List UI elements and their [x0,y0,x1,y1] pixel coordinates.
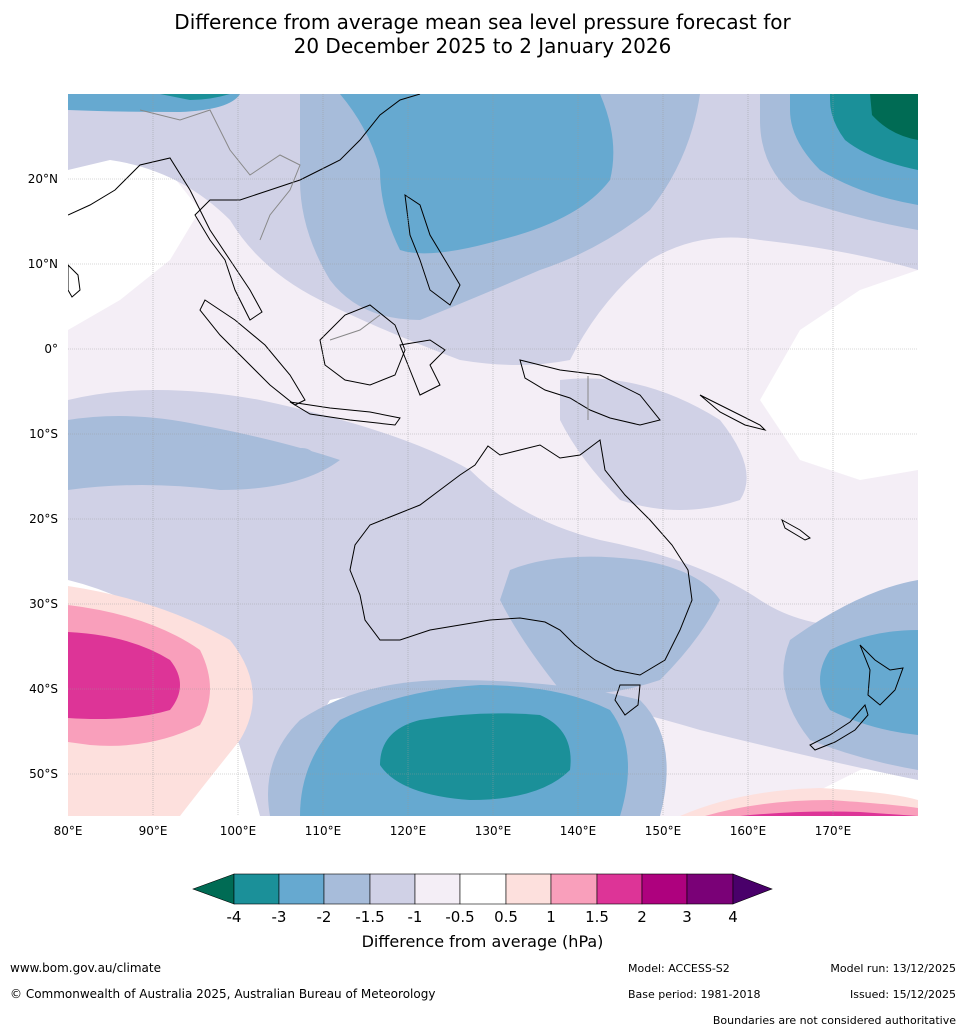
colorbar-tick: 0.5 [494,908,518,926]
neutral-region-indian-ocean-north [68,150,200,330]
band-m3-m2-philippines [340,94,614,254]
colorbar-segment [233,873,280,905]
title-line-1: Difference from average mean sea level p… [174,10,791,34]
graticule [68,94,918,816]
colorbar-tick: -1.5 [355,908,384,926]
australia-coastline [349,439,693,676]
colorbar-segments [192,873,773,905]
borneo-coastline [319,304,406,386]
colorbar-segment [192,873,235,905]
title-line-2: 20 December 2025 to 2 January 2026 [293,34,672,58]
asia-coastline [68,94,421,321]
philippines-coastline [404,193,461,306]
colorbar-segment [732,873,773,905]
colorbar-segment [550,873,598,905]
colorbar-tick: 2 [637,908,647,926]
java-coastline [289,401,401,426]
colorbar-tick: 4 [728,908,738,926]
lon-label: 90°E [139,824,168,838]
nz-south-coastline [809,703,869,751]
map-svg: 20°N 10°N 0° 10°S 20°S 30°S 40°S 50°S 80… [28,94,918,838]
lat-label: 20°N [28,172,58,186]
colorbar-tick: -2 [317,908,332,926]
lon-label: 80°E [54,824,83,838]
colorbar-segment [459,873,507,905]
solomon-coastline [699,394,767,431]
boundary-borneo [329,314,381,341]
footer-website[interactable]: www.bom.gov.au/climate [10,961,161,975]
tasmania-coastline [614,684,641,716]
new-caledonia-coastline [781,518,811,541]
latitude-labels: 20°N 10°N 0° 10°S 20°S 30°S 40°S 50°S [28,172,58,781]
sri-lanka-coastline [68,264,81,298]
lon-label: 140°E [560,824,597,838]
band-m4-m3-nw [160,94,230,100]
band-p15-p2-southeast [740,811,918,816]
colorbar-tick: -4 [227,908,242,926]
lat-label: 40°S [29,682,58,696]
colorbar-title: Difference from average (hPa) [361,932,604,951]
country-boundaries [139,109,589,420]
lon-label: 170°E [815,824,852,838]
new-guinea-coastline [519,359,661,426]
lon-label: 130°E [475,824,512,838]
band-p15-p2-southwest [68,632,180,719]
footer-base-period: Base period: 1981-2018 [628,988,761,1001]
colorbar-tick: -0.5 [445,908,474,926]
map-title: Difference from average mean sea level p… [0,10,965,58]
lon-label: 100°E [220,824,257,838]
footer-boundaries-note: Boundaries are not considered authoritat… [712,1014,956,1027]
colorbar-segment [686,873,734,905]
lon-label: 110°E [305,824,342,838]
band-m2-m15-small-2 [288,448,316,472]
lat-label: 0° [44,342,58,356]
lat-label: 10°N [28,257,58,271]
map-panel: 20°N 10°N 0° 10°S 20°S 30°S 40°S 50°S 80… [28,94,918,838]
lon-label: 120°E [390,824,427,838]
colorbar-segment [596,873,643,905]
colorbar-tick: -1 [408,908,423,926]
colorbar-segment [414,873,461,905]
band-lt-m4-ne [870,94,918,140]
footer-copyright: © Commonwealth of Australia 2025, Austra… [10,987,436,1001]
lat-label: 50°S [29,767,58,781]
footer-model-run: Model run: 13/12/2025 [830,962,956,975]
lon-label: 150°E [645,824,682,838]
nz-north-coastline [859,644,904,706]
neutral-region-pacific-east [760,270,918,480]
lon-label: 160°E [730,824,767,838]
footer-model: Model: ACCESS-S2 [628,962,730,975]
longitude-labels: 80°E 90°E 100°E 110°E 120°E 130°E 140°E … [54,824,852,838]
colorbar-segment [641,873,688,905]
band-m4-m3-southern [380,713,571,800]
colorbar-tick: -3 [272,908,287,926]
colorbar-segment [505,873,552,905]
footer-issued: Issued: 15/12/2025 [849,988,956,1001]
colorbar-segment [369,873,416,905]
colorbar-ticks: -4 -3 -2 -1.5 -1 -0.5 0.5 1 1.5 2 3 4 [227,908,738,926]
colorbar-tick: 1.5 [585,908,609,926]
coastlines [68,94,904,751]
sulawesi-coastline [399,339,446,396]
lat-label: 30°S [29,597,58,611]
lat-label: 10°S [29,427,58,441]
colorbar: -4 -3 -2 -1.5 -1 -0.5 0.5 1 1.5 2 3 4 [192,873,773,926]
colorbar-segment [323,873,371,905]
band-m15-m1-coral [560,378,747,510]
colorbar-tick: 3 [682,908,692,926]
band-m2-m15-small-1 [193,444,237,472]
colorbar-segment [278,873,325,905]
band-p1-p15-southeast [705,800,918,816]
colorbar-tick: 1 [546,908,556,926]
boundary-mainland-se-asia [139,109,301,241]
lat-label: 20°S [29,512,58,526]
